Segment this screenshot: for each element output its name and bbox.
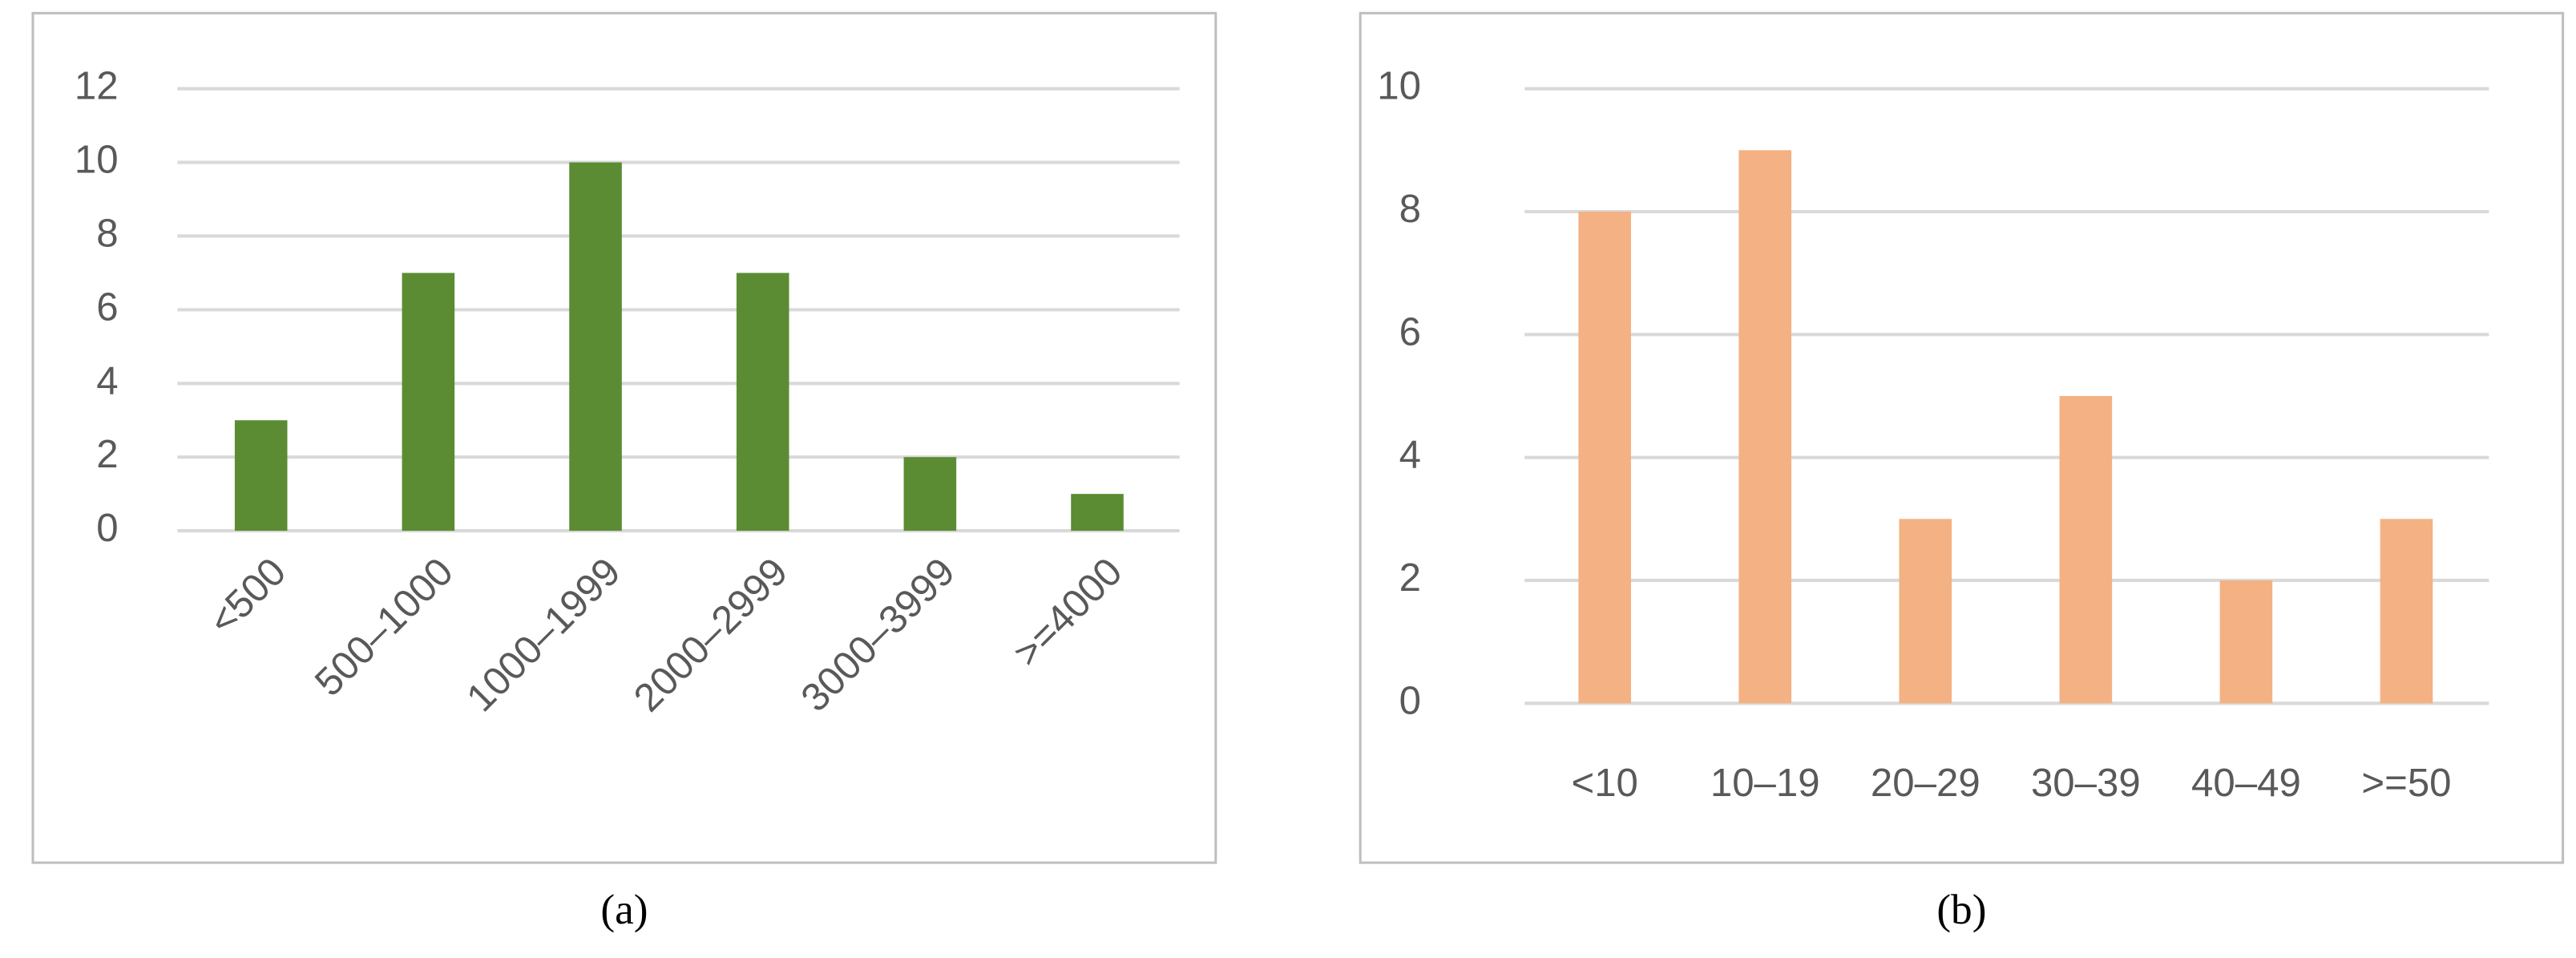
- bar: [2380, 519, 2433, 704]
- y-tick-label: 6: [1399, 309, 1421, 354]
- y-tick-label: 6: [96, 285, 118, 329]
- bar: [234, 420, 288, 532]
- y-tick-label: 10: [75, 138, 119, 182]
- y-tick-label: 0: [1399, 678, 1421, 722]
- x-tick-label: <10: [1571, 761, 1637, 805]
- caption: (b): [1936, 886, 1986, 933]
- x-tick-label: >=50: [2361, 761, 2451, 805]
- bar: [2059, 395, 2113, 704]
- bar: [1578, 212, 1631, 704]
- bar: [736, 273, 789, 532]
- bar: [1738, 150, 1792, 704]
- y-tick-label: 12: [75, 64, 119, 108]
- x-tick-label: 30–39: [2031, 761, 2141, 805]
- x-tick-label: 20–29: [1871, 761, 1980, 805]
- y-tick-label: 8: [96, 211, 118, 255]
- y-tick-label: 2: [96, 432, 118, 476]
- chart-frame: [31, 11, 1217, 864]
- caption: (a): [600, 886, 648, 933]
- y-tick-label: 8: [1399, 187, 1421, 231]
- bar: [903, 457, 957, 532]
- bar: [569, 162, 622, 532]
- bar: [1071, 494, 1124, 532]
- x-tick-label: 10–19: [1710, 761, 1820, 805]
- y-tick-label: 10: [1377, 64, 1421, 108]
- chart-frame: [1359, 11, 2565, 864]
- y-tick-label: 2: [1399, 556, 1421, 600]
- x-tick-label: 40–49: [2191, 761, 2301, 805]
- y-tick-label: 4: [1399, 433, 1421, 477]
- y-tick-label: 0: [96, 506, 118, 550]
- bar: [1899, 519, 1952, 704]
- bar: [2219, 580, 2273, 704]
- bar: [402, 273, 455, 532]
- y-tick-label: 4: [96, 358, 118, 402]
